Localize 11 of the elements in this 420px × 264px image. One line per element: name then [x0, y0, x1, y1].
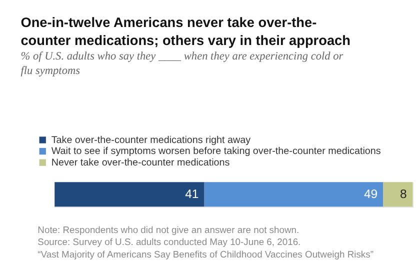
legend-label: Take over-the-counter medications right away [51, 134, 251, 146]
text: “Vast Majority of Americans Say Benefits of Childhood Vaccines Outweigh Risks” [38, 248, 374, 260]
chart-title: One-in-twelve Americans never take over-the-counter medications; others vary in their approach [20, 15, 350, 48]
legend-label: Wait to see if symptoms worsen before taking over-the-counter medications [51, 146, 381, 158]
data-label: 8 [400, 187, 408, 202]
text: Note: Respondents who did not give an answer are not shown. [38, 224, 300, 235]
legend-label: Never take over-the-counter medications [51, 157, 230, 168]
data-label: 49 [364, 187, 378, 202]
chart-subtitle: % of U.S. adults who say they ____ when they are experiencing cold or flu symptoms [20, 50, 344, 77]
data-label: 41 [185, 187, 199, 202]
source-note: Source: Survey of U.S. adults conducted May 10-June 6, 2016. [38, 236, 301, 248]
